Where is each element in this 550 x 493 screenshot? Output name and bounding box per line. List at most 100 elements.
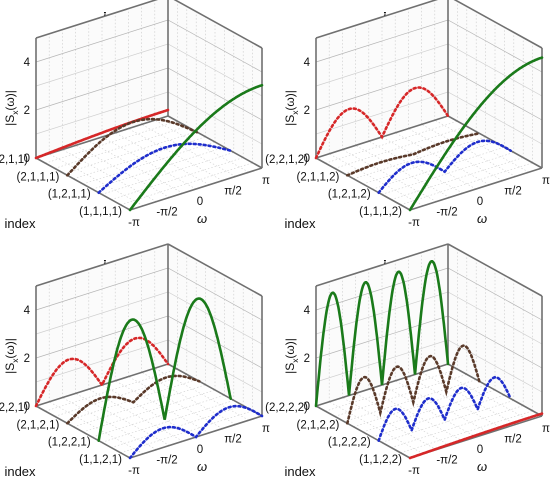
series-line-(1,2,1,1) [97,142,232,194]
z-tick-label: 4 [24,57,31,69]
index-tick-label: (2,2,2,1) [0,402,28,414]
axes-box [35,0,263,211]
omega-axis-label: ω [197,459,207,474]
index-tick-label: (2,1,2,1) [17,419,60,431]
omega-tick-label: -π [408,217,420,229]
axis-edge [315,157,411,211]
grid-line [62,397,157,450]
panel-2: j1 = 1, j2 = 2024|Sx(ω)|(1,1,1,2)(1,2,1,… [265,0,550,231]
grid-line [128,376,223,429]
grid-line [421,124,516,177]
axis-edge [409,167,543,211]
z-tick-label: 4 [304,305,311,317]
z-axis-label: |Sx(ω)| [283,90,300,126]
grid-line [141,372,236,425]
grid-line [355,145,450,198]
z-tick-label: 0 [24,153,30,165]
series-line-(2,2,1,2) [314,86,450,160]
back-wall-left [316,0,448,158]
omega-tick-label: π/2 [504,186,522,198]
index-tick-label: (1,1,2,1) [79,454,122,466]
series-line-(1,2,1,2) [377,139,513,194]
z-tick-label: 4 [304,57,311,69]
axis-edge [35,157,131,211]
grid-line [395,380,490,434]
z-tick-label: 0 [304,401,310,413]
index-tick-label: (1,2,1,1) [48,189,91,201]
series-line-(1,1,2,2) [408,412,544,460]
axis-edge [447,243,543,297]
omega-tick-label: π/2 [504,434,522,446]
back-walls [315,0,543,168]
axis-edge [167,243,263,297]
series-line-(2,1,1,1) [66,117,201,177]
grid-line [329,153,424,207]
grid-line [75,393,170,446]
grid-line [115,132,210,186]
omega-tick-label: π/2 [224,434,242,446]
axis-edge [35,405,131,459]
series-line-(1,1,2,1) [128,404,264,460]
z-tick-label: 2 [304,353,310,365]
index-tick-label: (1,1,1,1) [79,206,122,218]
index-tick-label: (2,1,1,2) [297,171,340,183]
axis-edge [453,0,543,49]
grid-line [342,397,437,450]
z-tick-label: 2 [304,105,310,117]
omega-tick-label: π [542,175,550,187]
panel-3: j1 = 2, j2 = 1024|Sx(ω)|(1,1,2,1)(1,2,2,… [0,243,270,479]
grid-line [141,124,236,177]
axis-edge [129,167,263,211]
omega-tick-label: -π [128,217,140,229]
index-axis-label: index [4,216,36,231]
axis-edge [315,405,411,459]
back-wall-right [168,0,262,168]
z-axis-label: |Sx(ω)| [3,338,20,374]
z-tick-label: 0 [304,153,310,165]
z-axis-label: |Sx(ω)| [283,338,300,374]
omega-tick-label: -π/2 [436,207,457,219]
series-line-(1,1,1,2) [408,56,544,212]
grid-line [408,376,503,429]
grid-line [355,393,450,446]
grid-line [421,372,516,425]
index-tick-label: (2,1,1,1) [17,171,60,183]
omega-tick-label: π/2 [224,186,242,198]
back-wall-left [36,0,168,158]
back-wall-right [448,0,542,168]
index-tick-label: (1,2,1,2) [328,189,371,201]
axis-edge [35,115,169,159]
panel-1: j1 = 1, j2 = 1024|Sx(ω)|(1,1,1,1)(1,2,1,… [0,0,270,231]
axis-edge [35,243,169,287]
grid-line [381,384,477,438]
omega-tick-label: -π/2 [156,207,177,219]
z-tick-label: 2 [24,105,30,117]
index-axis-label: index [284,464,316,479]
series-line-(2,2,1,1) [34,108,170,160]
z-axis-label: |Sx(ω)| [3,90,20,126]
axis-edge [167,115,263,169]
index-tick-label: (2,1,2,2) [297,419,340,431]
axis-edge [315,0,439,39]
grid-line [62,149,157,202]
omega-axis-label: ω [197,211,207,226]
grid-line [73,384,206,428]
omega-tick-label: 0 [197,196,203,208]
index-tick-label: (1,2,2,1) [48,437,91,449]
index-tick-label: (1,1,2,2) [359,454,402,466]
panel-4: j1 = 2, j2 = 2024|Sx(ω)|(1,1,2,2)(1,2,2,… [265,243,550,479]
omega-tick-label: π [262,423,270,435]
omega-tick-label: -π/2 [436,455,457,467]
z-tick-label: 4 [24,305,31,317]
index-axis-label: index [284,216,316,231]
axis-edge [315,243,449,287]
grid-line [368,140,463,194]
grid-line [154,119,249,173]
omega-tick-label: 0 [477,196,483,208]
omega-tick-label: π [542,423,550,435]
index-tick-label: (2,2,1,1) [0,154,28,166]
grid-line [49,401,144,455]
grid-line [434,119,529,173]
series-line-(2,1,2,2) [345,344,481,425]
